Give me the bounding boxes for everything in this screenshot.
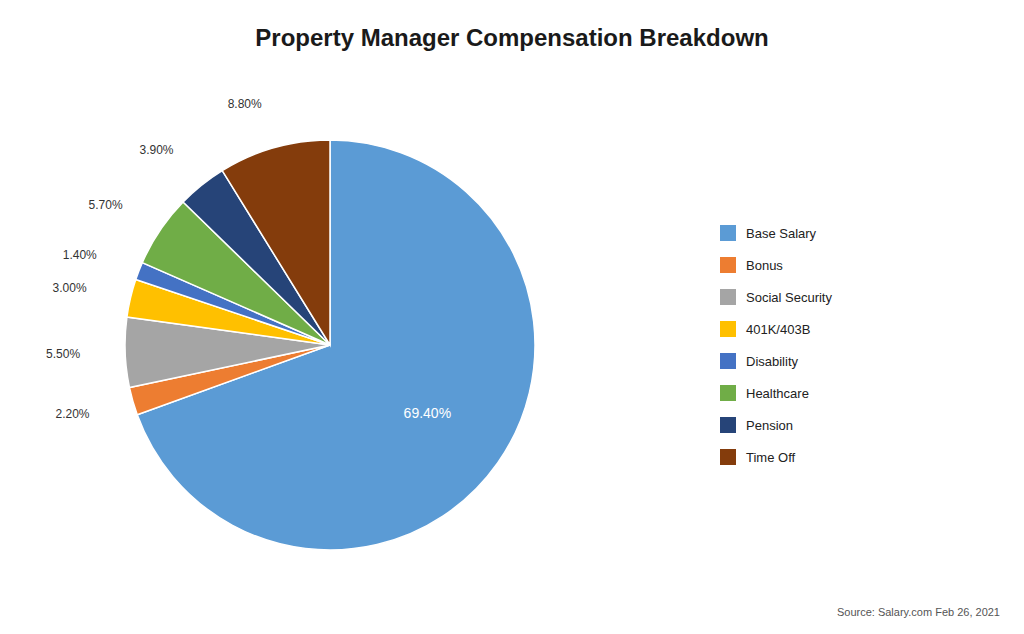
data-label: 8.80%	[228, 97, 262, 111]
legend-item: Pension	[720, 417, 793, 433]
legend-item: Time Off	[720, 449, 796, 465]
legend-item: Disability	[720, 353, 799, 369]
legend-swatch	[720, 289, 736, 305]
data-label: 3.90%	[139, 143, 173, 157]
legend-item: 401K/403B	[720, 321, 810, 337]
legend-swatch	[720, 417, 736, 433]
legend-item: Base Salary	[720, 225, 817, 241]
data-labels: 69.40% 2.20% 5.50% 3.00% 1.40% 5.70% 3.90% 8.80…	[46, 97, 451, 421]
legend-label: Base Salary	[746, 226, 817, 241]
legend-swatch	[720, 257, 736, 273]
legend-label: Healthcare	[746, 386, 809, 401]
legend-swatch	[720, 449, 736, 465]
legend-swatch	[720, 353, 736, 369]
data-label: 1.40%	[63, 248, 97, 262]
legend-label: Bonus	[746, 258, 783, 273]
title: Property Manager Compensation Breakdown	[255, 24, 768, 51]
data-label: 2.20%	[55, 407, 89, 421]
legend-label: Social Security	[746, 290, 832, 305]
data-label: 3.00%	[53, 281, 87, 295]
legend-swatch	[720, 225, 736, 241]
legend: Base Salary Bonus Social Security 401K/403B…	[720, 225, 832, 465]
slice	[222, 140, 330, 345]
pie	[125, 140, 535, 550]
data-label: 69.40%	[404, 405, 451, 421]
legend-label: Time Off	[746, 450, 796, 465]
legend-swatch	[720, 385, 736, 401]
legend-swatch	[720, 321, 736, 337]
legend-item: Healthcare	[720, 385, 809, 401]
annotation: Source: Salary.com Feb 26, 2021	[837, 606, 1000, 618]
legend-item: Social Security	[720, 289, 832, 305]
legend-item: Bonus	[720, 257, 783, 273]
data-label: 5.70%	[89, 198, 123, 212]
chart: Property Manager Compensation Breakdown 6…	[0, 0, 1024, 634]
data-label: 5.50%	[46, 347, 80, 361]
legend-label: Pension	[746, 418, 793, 433]
legend-label: 401K/403B	[746, 322, 810, 337]
legend-label: Disability	[746, 354, 799, 369]
